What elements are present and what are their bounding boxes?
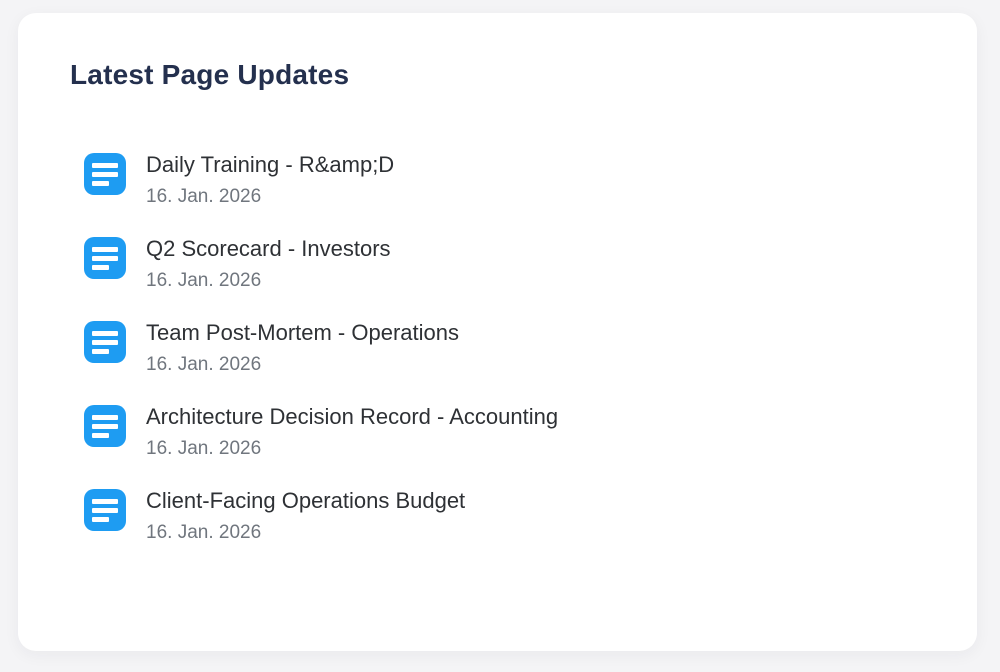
update-texts: Client-Facing Operations Budget 16. Jan.… [146,486,465,546]
document-icon [84,321,126,363]
page-update-item[interactable]: Team Post-Mortem - Operations 16. Jan. 2… [84,318,937,378]
document-icon [84,153,126,195]
page-title[interactable]: Daily Training - R&amp;D [146,152,395,177]
update-date: 16. Jan. 2026 [146,522,262,543]
document-icon [84,405,126,447]
update-date: 16. Jan. 2026 [146,354,262,375]
page-update-item[interactable]: Client-Facing Operations Budget 16. Jan.… [84,486,937,546]
card-heading: Latest Page Updates [70,59,350,90]
page-title[interactable]: Architecture Decision Record - Accountin… [146,404,559,429]
update-date: 16. Jan. 2026 [146,186,262,207]
latest-page-updates-card: Latest Page Updates Daily Training - R&a… [18,13,977,651]
update-date: 16. Jan. 2026 [146,270,262,291]
updates-list: Daily Training - R&amp;D 16. Jan. 2026 Q… [84,150,937,570]
update-texts: Architecture Decision Record - Accountin… [146,402,558,462]
update-texts: Team Post-Mortem - Operations 16. Jan. 2… [146,318,459,378]
update-date: 16. Jan. 2026 [146,438,262,459]
update-texts: Daily Training - R&amp;D 16. Jan. 2026 [146,150,394,210]
page-update-item[interactable]: Q2 Scorecard - Investors 16. Jan. 2026 [84,234,937,294]
page-title[interactable]: Client-Facing Operations Budget [146,488,466,513]
document-icon [84,237,126,279]
page-update-item[interactable]: Architecture Decision Record - Accountin… [84,402,937,462]
page-title[interactable]: Q2 Scorecard - Investors [146,236,391,261]
page-title[interactable]: Team Post-Mortem - Operations [146,320,459,345]
document-icon [84,489,126,531]
update-texts: Q2 Scorecard - Investors 16. Jan. 2026 [146,234,391,294]
page-update-item[interactable]: Daily Training - R&amp;D 16. Jan. 2026 [84,150,937,210]
